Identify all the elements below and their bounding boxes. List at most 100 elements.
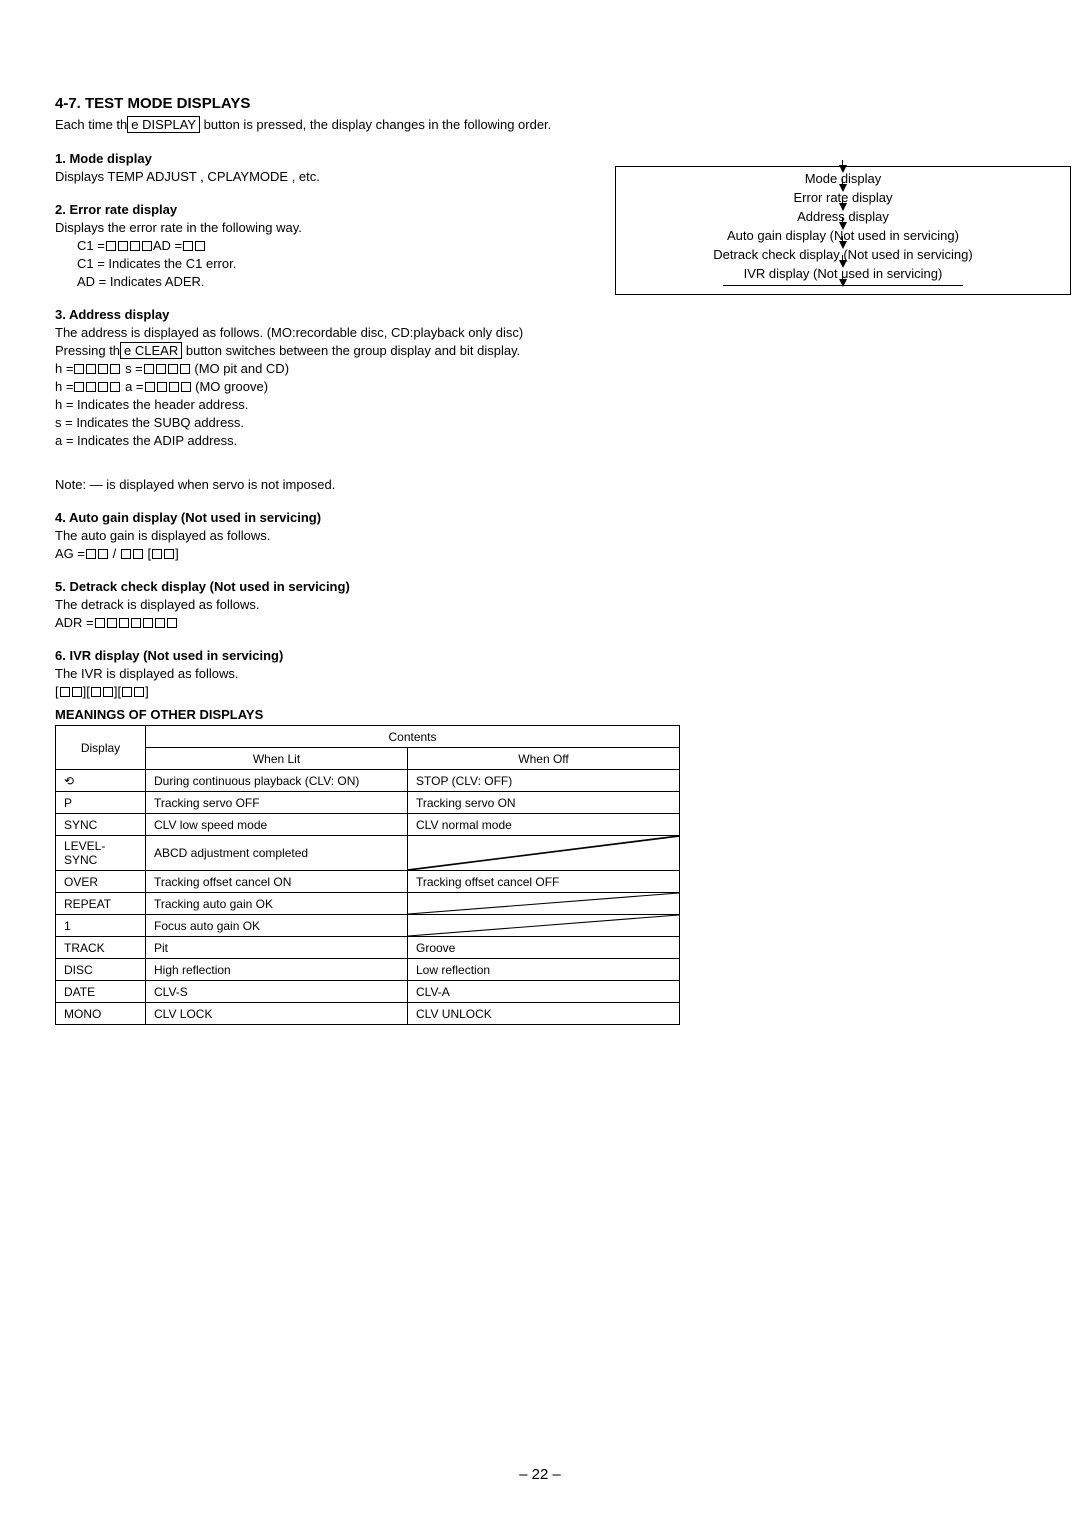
h-eq2: h = [55, 379, 73, 394]
mode-display-block: 1. Mode display Displays TEMP ADJUST , C… [55, 151, 595, 186]
body-2-3: AD = Indicates ADER. [55, 273, 595, 291]
body-6-2: [][][] [55, 683, 1025, 701]
adr-eq: ADR = [55, 615, 94, 630]
cell-lit: Pit [146, 937, 408, 959]
table-row: PTracking servo OFFTracking servo ON [56, 792, 680, 814]
cell-off: Groove [408, 937, 680, 959]
cell-off: CLV-A [408, 981, 680, 1003]
cell-off: CLV normal mode [408, 814, 680, 836]
cell-display: REPEAT [56, 893, 146, 915]
page-number: – 22 – [0, 1466, 1080, 1483]
body-2-1: C1 =AD = [55, 237, 595, 255]
cell-off: Low reflection [408, 959, 680, 981]
cell-display: P [56, 792, 146, 814]
arrow-icon [839, 184, 847, 192]
subhead-5: 5. Detrack check display (Not used in se… [55, 579, 1025, 594]
th-contents: Contents [146, 726, 680, 748]
cell-off: CLV UNLOCK [408, 1003, 680, 1025]
body-3-7: a = Indicates the ADIP address. [55, 432, 595, 450]
arrow-icon [839, 222, 847, 230]
mo-pit: (MO pit and CD) [191, 361, 289, 376]
cell-display: DATE [56, 981, 146, 1003]
error-rate-block: 2. Error rate display Displays the error… [55, 202, 595, 291]
cell-off [408, 893, 680, 915]
table-row: 1Focus auto gain OK [56, 915, 680, 937]
a-eq: a = [125, 379, 143, 394]
arrow-icon [839, 279, 847, 287]
table-row: REPEATTracking auto gain OK [56, 893, 680, 915]
arrow-icon [839, 203, 847, 211]
autogain-block: 4. Auto gain display (Not used in servic… [55, 510, 1025, 563]
cell-lit: CLV LOCK [146, 1003, 408, 1025]
subhead-6: 6. IVR display (Not used in servicing) [55, 648, 1025, 663]
table-row: MONOCLV LOCKCLV UNLOCK [56, 1003, 680, 1025]
table-row: OVERTracking offset cancel ONTracking of… [56, 871, 680, 893]
th-off: When Off [408, 748, 680, 770]
cell-display: OVER [56, 871, 146, 893]
s-eq: s = [125, 361, 143, 376]
cell-lit: Tracking auto gain OK [146, 893, 408, 915]
arrow-icon [839, 260, 847, 268]
display-button-label: e DISPLAY [127, 116, 200, 133]
flow-items: Mode display Error rate display Address … [616, 165, 1070, 286]
s3-l2b: button switches between the group displa… [182, 343, 520, 358]
cell-lit: ABCD adjustment completed [146, 836, 408, 871]
arrow-icon [839, 165, 847, 173]
body-4-2: AG = / [] [55, 545, 1025, 563]
body-4-1: The auto gain is displayed as follows. [55, 527, 1025, 545]
intro-a: Each time th [55, 117, 127, 132]
subhead-3: 3. Address display [55, 307, 595, 322]
cell-lit: Tracking offset cancel ON [146, 871, 408, 893]
table-row: LEVEL-SYNCABCD adjustment completed [56, 836, 680, 871]
body-5-1: The detrack is displayed as follows. [55, 596, 1025, 614]
section-title: 4-7. TEST MODE DISPLAYS [55, 95, 1025, 112]
cell-off [408, 836, 680, 871]
table-heading: MEANINGS OF OTHER DISPLAYS [55, 707, 1025, 722]
cell-off: Tracking offset cancel OFF [408, 871, 680, 893]
cell-lit: High reflection [146, 959, 408, 981]
body-3-2: Pressing the CLEAR button switches betwe… [55, 342, 595, 360]
body-1: Displays TEMP ADJUST , CPLAYMODE , etc. [55, 168, 595, 186]
body-3-6: s = Indicates the SUBQ address. [55, 414, 595, 432]
body-3-3: h = s = (MO pit and CD) [55, 360, 595, 378]
table-row: DATECLV-SCLV-A [56, 981, 680, 1003]
body-3-4: h = a = (MO groove) [55, 378, 595, 396]
mo-groove: (MO groove) [192, 379, 269, 394]
arrow-icon [839, 241, 847, 249]
cell-lit: During continuous playback (CLV: ON) [146, 770, 408, 792]
cell-lit: Tracking servo OFF [146, 792, 408, 814]
cell-display: 1 [56, 915, 146, 937]
table-row: ⟲During continuous playback (CLV: ON)STO… [56, 770, 680, 792]
s3-l2a: Pressing th [55, 343, 120, 358]
cell-display: TRACK [56, 937, 146, 959]
flow-diagram: Mode display Error rate display Address … [615, 166, 1071, 295]
c1-eq: C1 = [77, 238, 105, 253]
displays-table: Display Contents When Lit When Off ⟲Duri… [55, 725, 680, 1025]
intro-text: Each time the DISPLAY button is pressed,… [55, 116, 1025, 133]
ag-eq: AG = [55, 546, 85, 561]
body-2-2: C1 = Indicates the C1 error. [55, 255, 595, 273]
cell-lit: CLV low speed mode [146, 814, 408, 836]
two-column-layout: 1. Mode display Displays TEMP ADJUST , C… [55, 151, 1025, 466]
cell-off [408, 915, 680, 937]
clear-button-label: e CLEAR [120, 342, 182, 359]
right-column: Mode display Error rate display Address … [595, 151, 1071, 295]
subhead-4: 4. Auto gain display (Not used in servic… [55, 510, 1025, 525]
cell-display: MONO [56, 1003, 146, 1025]
cell-off: STOP (CLV: OFF) [408, 770, 680, 792]
body-3-5: h = Indicates the header address. [55, 396, 595, 414]
table-row: DISCHigh reflectionLow reflection [56, 959, 680, 981]
table-row: SYNCCLV low speed modeCLV normal mode [56, 814, 680, 836]
intro-b: button is pressed, the display changes i… [200, 117, 551, 132]
note-text: Note: — is displayed when servo is not i… [55, 476, 1025, 494]
cell-off: Tracking servo ON [408, 792, 680, 814]
left-column: 1. Mode display Displays TEMP ADJUST , C… [55, 151, 595, 466]
page-content: 4-7. TEST MODE DISPLAYS Each time the DI… [0, 0, 1080, 1055]
body-2-0: Displays the error rate in the following… [55, 219, 595, 237]
subhead-1: 1. Mode display [55, 151, 595, 166]
th-lit: When Lit [146, 748, 408, 770]
h-eq1: h = [55, 361, 73, 376]
body-3-1: The address is displayed as follows. (MO… [55, 324, 595, 342]
cell-lit: CLV-S [146, 981, 408, 1003]
subhead-2: 2. Error rate display [55, 202, 595, 217]
